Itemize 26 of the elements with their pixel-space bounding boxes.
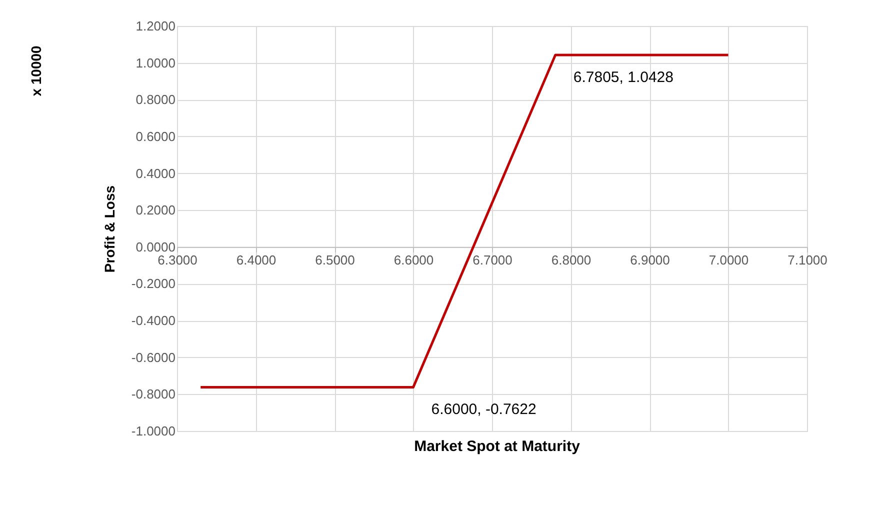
annotation: 6.7805, 1.0428 [573,68,674,86]
y-tick-label: 0.6000 [136,128,176,144]
y-tick-label: -0.2000 [131,276,176,292]
x-tick-label: 6.7000 [472,252,512,268]
x-tick-label: 6.9000 [630,252,670,268]
annotation: 6.6000, -0.7622 [431,401,536,418]
x-tick-label: 7.1000 [788,252,828,268]
x-tick-label: 6.4000 [236,252,276,268]
x-tick-label: 6.3000 [158,252,198,268]
x-tick-label: 7.0000 [708,252,749,268]
y-tick-label: 1.2000 [136,18,176,34]
x-tick-label: 6.8000 [551,252,592,268]
x-axis-title: Market Spot at Maturity [414,438,581,455]
y-tick-label: -0.8000 [131,386,176,402]
x-tick-label: 6.6000 [394,252,434,268]
y-tick-label: 0.2000 [136,202,176,218]
x-tick-label: 6.5000 [315,252,355,268]
y-tick-label: 0.4000 [136,166,176,181]
y-tick-label: 0.8000 [136,92,176,108]
y-tick-label: -0.4000 [131,313,176,328]
y-tick-label: 1.0000 [136,55,176,70]
y-tick-label: -1.0000 [131,424,176,438]
y-tick-label: -0.6000 [131,350,176,365]
y-axis-title: Profit & Loss [101,185,118,273]
text: x 10000 [28,45,44,96]
y-tick-label: 0.0000 [136,239,176,254]
